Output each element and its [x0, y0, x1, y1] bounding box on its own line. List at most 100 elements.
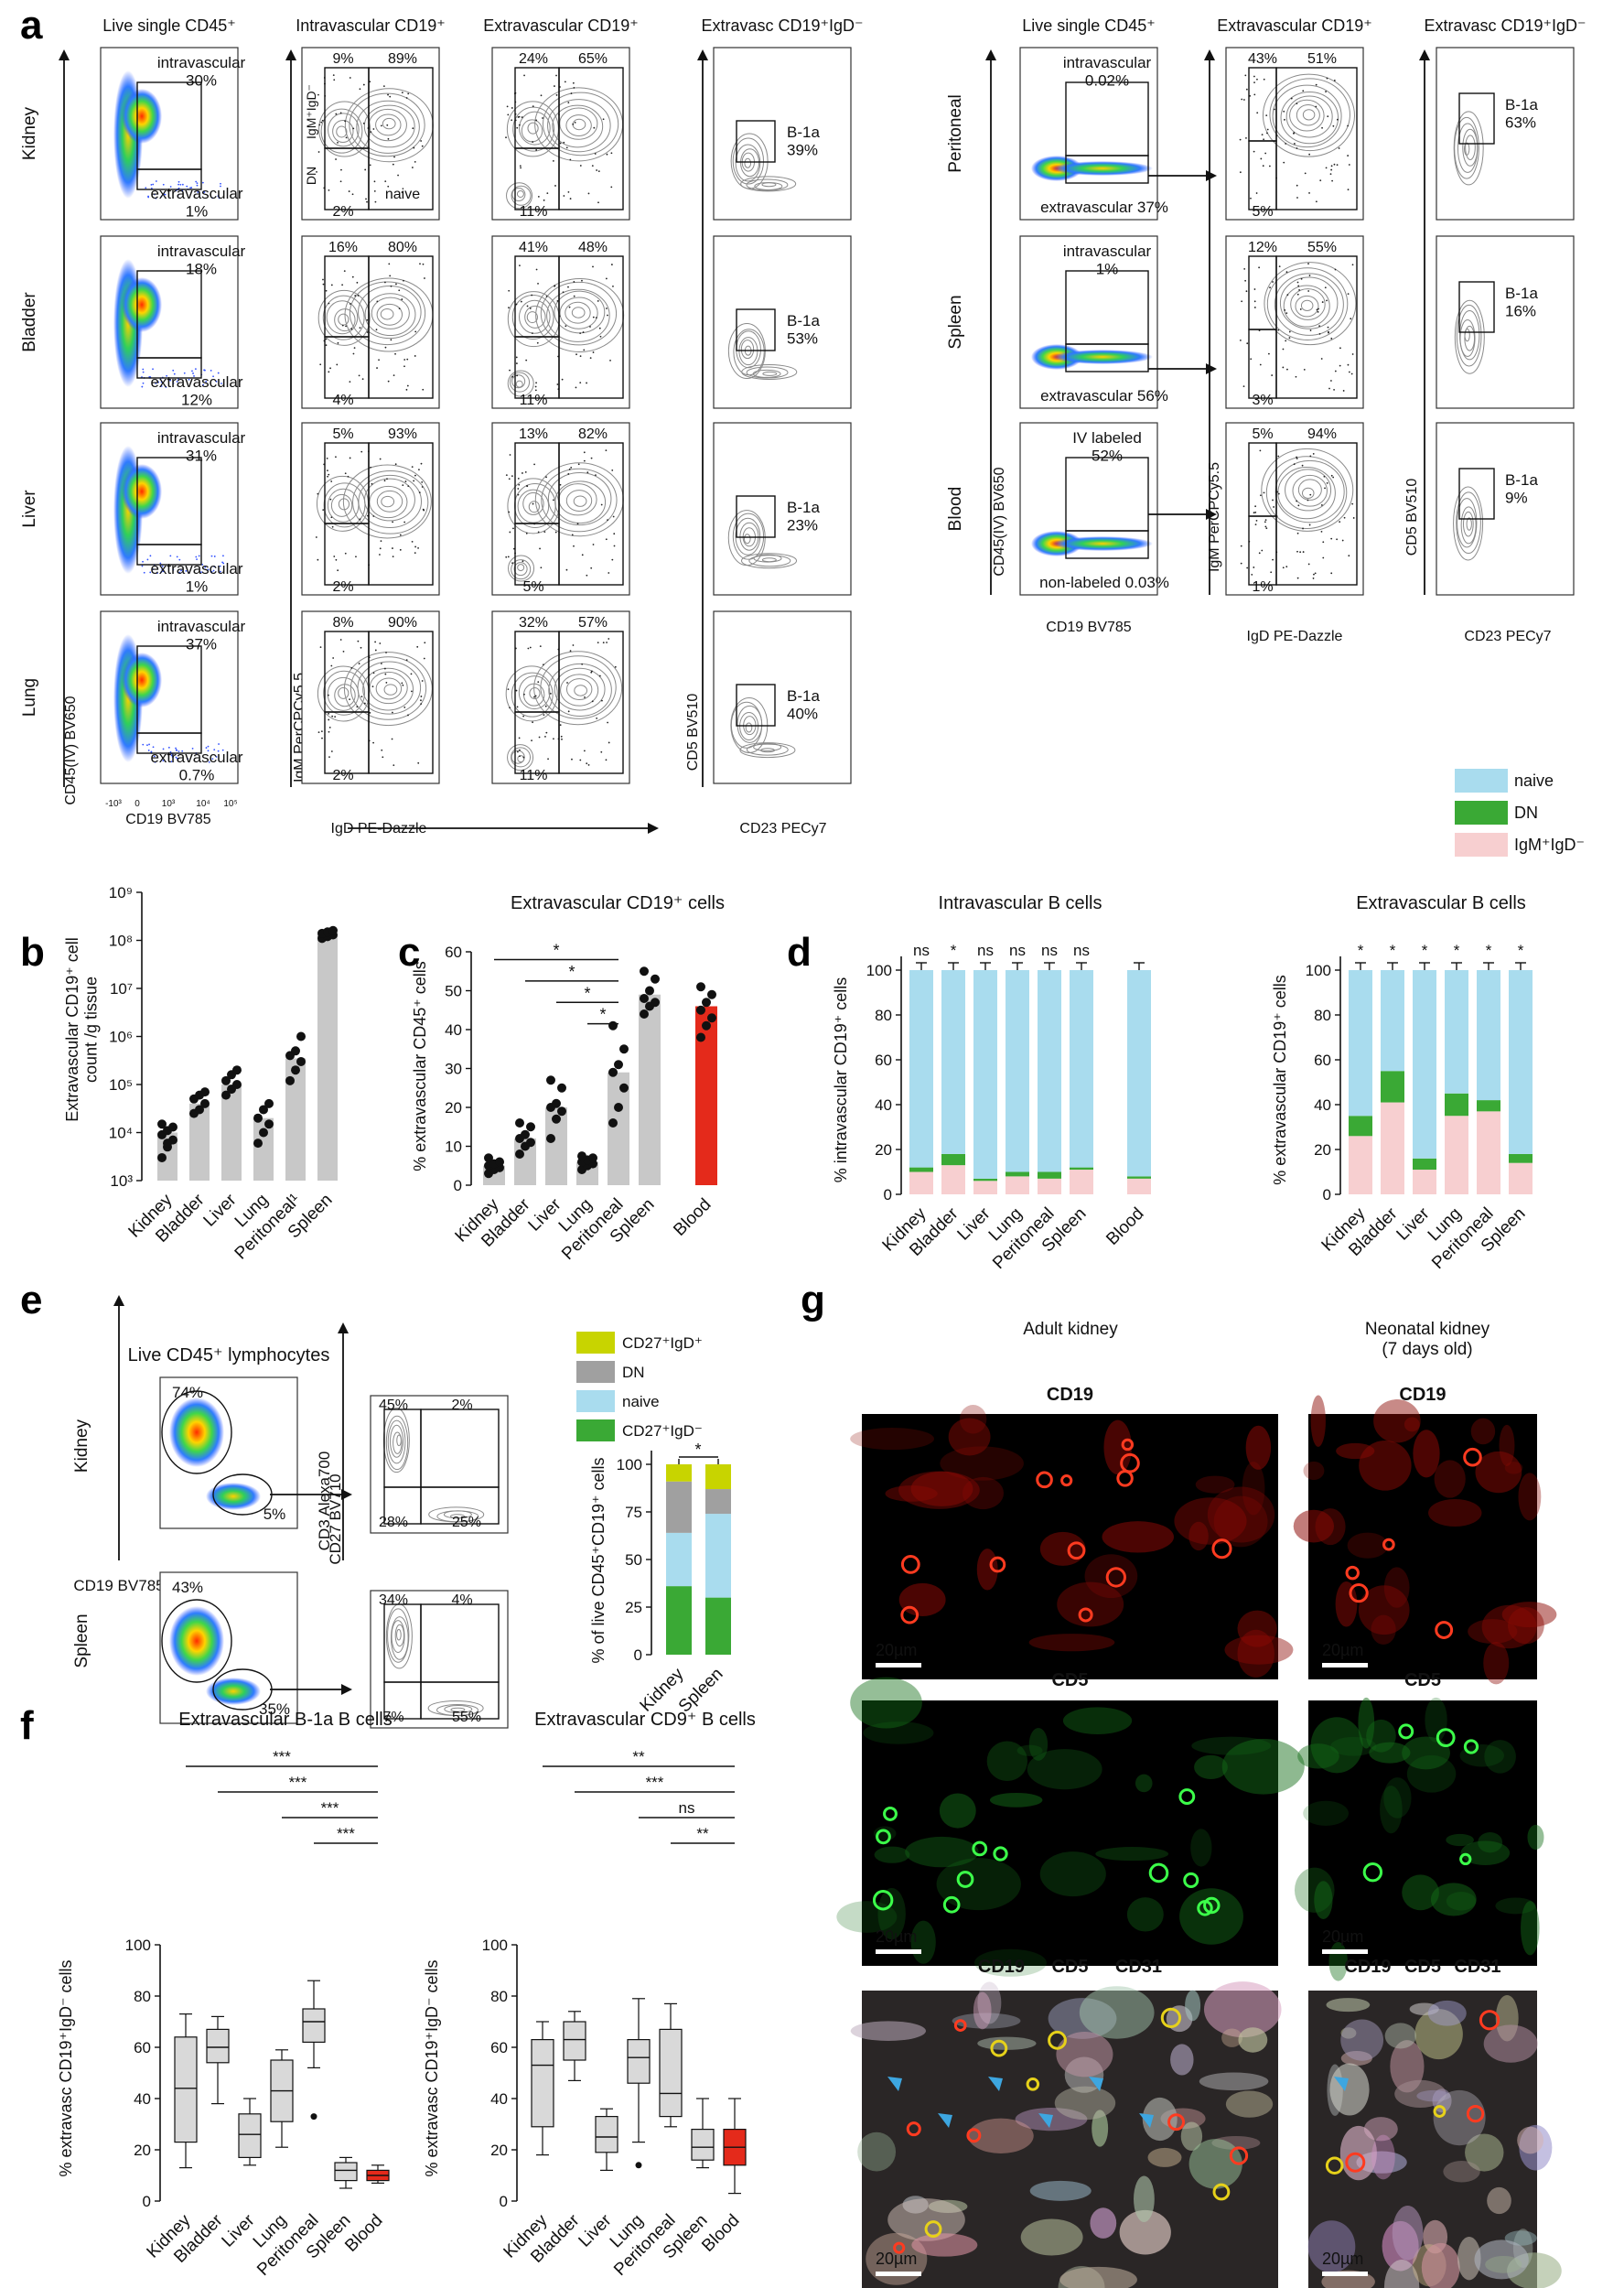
event-dot — [322, 278, 324, 281]
event-dot — [211, 758, 214, 761]
column-header: Extravascular CD19⁺ — [483, 16, 639, 35]
scatter-frame — [1019, 47, 1158, 221]
event-dot — [1322, 541, 1325, 544]
event-dot — [584, 696, 586, 698]
event-dot — [569, 650, 572, 653]
event-dot — [202, 190, 205, 193]
data-point — [296, 1031, 306, 1041]
event-dot — [1300, 277, 1303, 280]
contour-line — [542, 92, 619, 156]
data-point — [253, 1139, 263, 1149]
tissue-signal — [1303, 1800, 1349, 1826]
event-dot — [385, 681, 388, 684]
stained-cell — [1325, 2156, 1344, 2175]
event-dot — [523, 74, 525, 77]
y-tick-label: 10⁸ — [109, 933, 133, 950]
event-dot — [563, 141, 565, 144]
quadrant-percent: 2% — [332, 768, 353, 783]
event-dot — [567, 710, 570, 713]
event-dot — [1342, 390, 1345, 392]
event-dot — [345, 325, 347, 328]
density-cloud — [1052, 350, 1153, 364]
quadrant-percent: 5% — [522, 579, 543, 595]
event-dot — [509, 369, 511, 372]
event-dot — [1315, 83, 1317, 86]
event-dot — [341, 324, 344, 327]
box — [595, 2116, 618, 2153]
event-dot — [1267, 352, 1270, 355]
tissue-signal — [1517, 2126, 1544, 2154]
event-dot — [525, 532, 528, 534]
event-dot — [177, 194, 179, 197]
contour-line — [330, 493, 353, 517]
event-dot — [330, 664, 333, 667]
event-dot — [337, 569, 339, 572]
tissue-signal — [1056, 2032, 1113, 2078]
event-dot — [543, 714, 545, 717]
event-dot — [579, 165, 582, 167]
arrowhead-icon — [648, 823, 659, 834]
tissue-signal — [1079, 1986, 1155, 2039]
event-dot — [1297, 285, 1300, 287]
x-tick-label: Blood — [698, 2211, 743, 2256]
y-axis-title: % of live CD45⁺CD19⁺ cells — [589, 1457, 608, 1663]
y-axis-label: IgM PerCPCy5.5 — [1207, 462, 1222, 572]
contour-line — [548, 663, 612, 717]
event-dot — [1302, 551, 1305, 553]
tissue-signal — [1383, 1777, 1412, 1819]
event-dot — [1254, 505, 1257, 508]
event-dot — [201, 181, 204, 184]
tissue-signal — [850, 2021, 926, 2041]
tissue-signal — [977, 1981, 1002, 2024]
event-dot — [328, 302, 330, 305]
event-dot — [413, 146, 415, 149]
tissue-signal — [1474, 2239, 1529, 2280]
event-dot — [339, 639, 342, 641]
contour-line — [552, 104, 604, 148]
contour-line — [511, 188, 526, 202]
contour-line — [1274, 459, 1345, 523]
contour-line — [753, 554, 782, 563]
event-dot — [522, 756, 525, 759]
contour-line — [387, 1608, 410, 1663]
panel-label-a: a — [20, 3, 43, 48]
event-dot — [215, 756, 218, 758]
y-tick-label: 40 — [134, 2090, 151, 2108]
tissue-signal — [1371, 2134, 1395, 2180]
stain-label-cd5: CD5 — [1404, 1957, 1441, 1977]
event-dot — [508, 478, 511, 480]
event-dot — [328, 712, 329, 715]
data-point — [495, 1157, 504, 1167]
row-label-tissue: Liver — [20, 490, 39, 528]
event-dot — [155, 180, 157, 182]
event-dot — [366, 331, 369, 333]
event-dot — [1258, 266, 1261, 269]
data-point — [557, 1106, 566, 1117]
tissue-signal — [1293, 1509, 1335, 1543]
stacked-bar-segment — [1477, 1100, 1500, 1112]
event-dot — [1296, 293, 1299, 296]
arrowhead-icon — [341, 1489, 352, 1500]
event-dot — [1264, 521, 1266, 523]
y-axis-title: % extravascular CD45⁺ cells — [411, 961, 429, 1171]
stained-cell — [1105, 1567, 1126, 1588]
event-dot — [171, 756, 174, 758]
tissue-signal — [1521, 1901, 1540, 1956]
event-dot — [411, 466, 414, 468]
event-dot — [376, 300, 379, 303]
contour-frame — [301, 422, 440, 596]
data-point — [526, 1122, 535, 1132]
y-axis-title: % intravascular CD19⁺ cells — [832, 977, 850, 1183]
event-dot — [537, 282, 539, 285]
arrowhead-icon — [1206, 509, 1217, 520]
stacked-bar-segment — [1509, 1162, 1533, 1194]
event-dot — [1285, 143, 1287, 145]
b1a-percent: B-1a 63% — [1505, 96, 1538, 132]
event-dot — [172, 568, 175, 571]
event-dot — [349, 77, 351, 79]
event-dot — [403, 279, 404, 282]
quadrant-percent: 2% — [451, 1398, 472, 1413]
stacked-bar-segment — [1477, 1111, 1500, 1194]
event-dot — [547, 758, 549, 761]
